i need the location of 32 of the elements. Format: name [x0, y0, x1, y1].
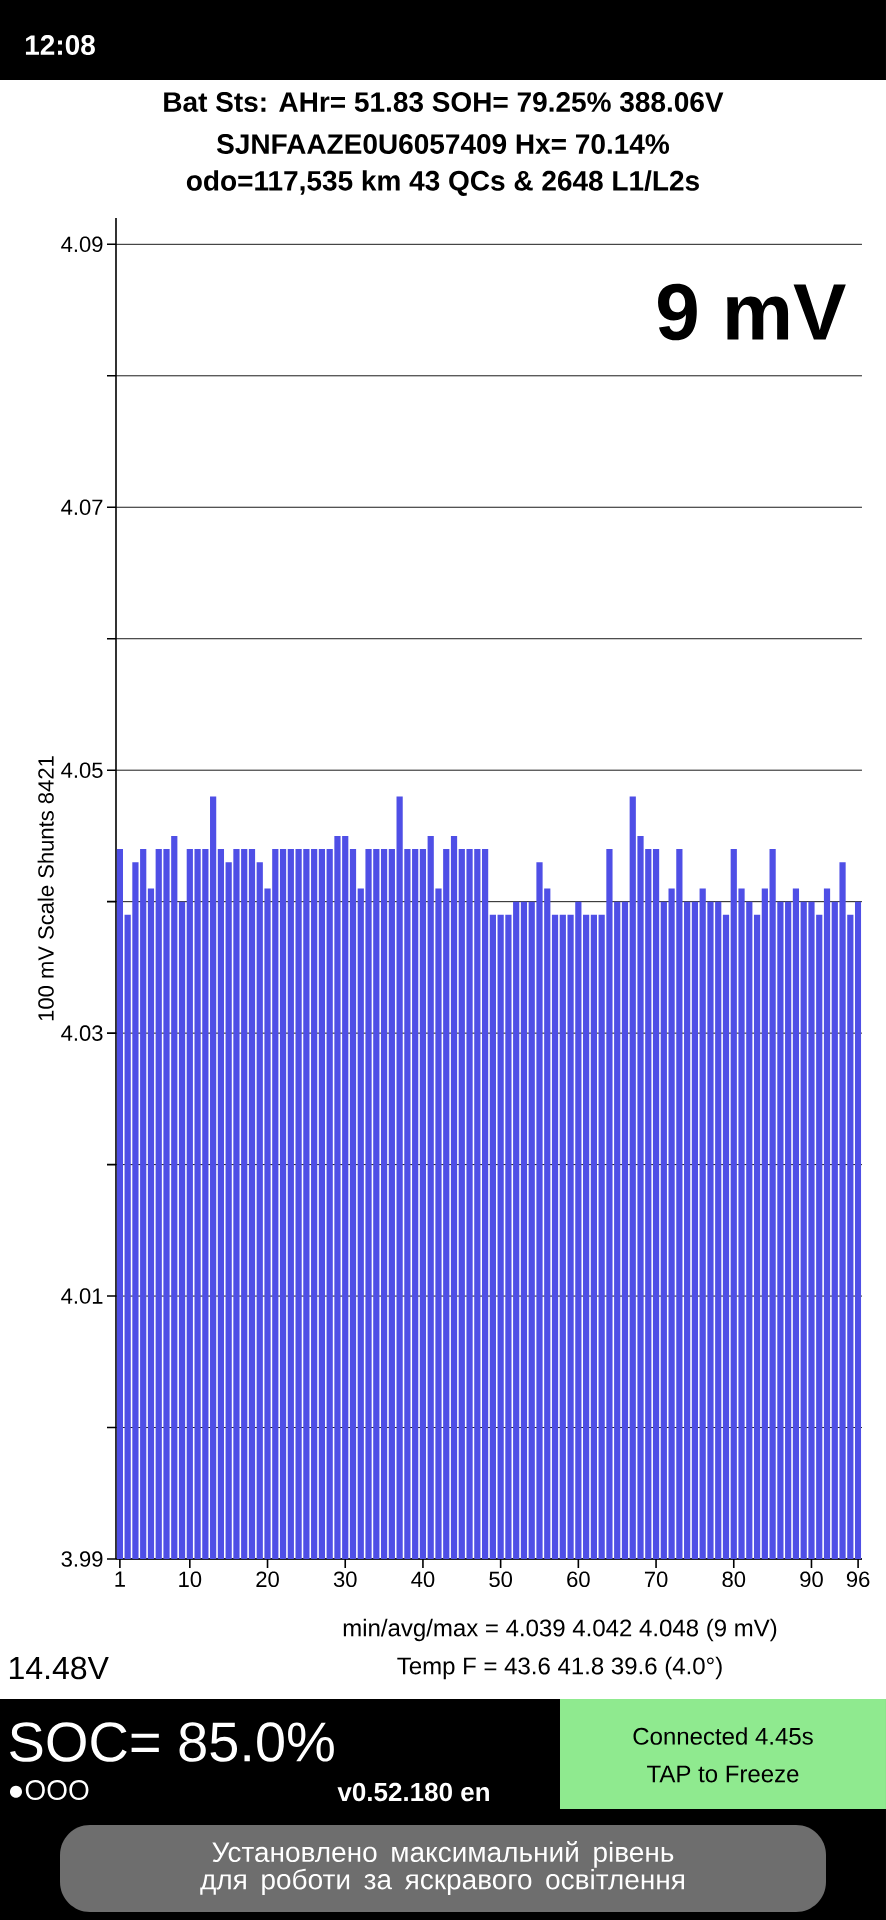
chart-subtitle: SJNFAAZE0U6057409 Hx= 70.14% [216, 134, 670, 154]
y-axis-title: 100 mV Scale Shunts 8421 [37, 756, 54, 1021]
text: Установлено максимальний рівень для роботи за яскравого освітлення [200, 1841, 684, 1895]
text: 12:08 [25, 35, 95, 55]
x-tick-label: 10 [179, 1571, 202, 1588]
text: Temp F = 43.6 41.8 39.6 (4.0°) [397, 1656, 722, 1680]
x-tick-label: 30 [333, 1571, 357, 1588]
text: 14.48V [9, 1656, 109, 1680]
y-tick-label: 3.99 [61, 1551, 103, 1567]
text: v0.52.180 en [337, 1782, 489, 1802]
chart-title: Bat Sts: AHr= 51.83 SOH= 79.25% 388.06V [164, 92, 724, 112]
x-tick-label: 90 [800, 1571, 823, 1588]
text: min/avg/max = 4.039 4.042 4.048 (9 mV) [343, 1618, 777, 1642]
x-tick-label: 96 [846, 1571, 870, 1588]
x-tick-label: 80 [722, 1571, 746, 1588]
text: odo=117,535 km 43 QCs & 2648 L1/L2s [186, 170, 699, 196]
text: SOC= 85.0% [10, 1722, 334, 1762]
x-tick-label: 40 [411, 1571, 435, 1588]
text: ●OOO [9, 1780, 89, 1800]
x-tick-label: 50 [489, 1571, 513, 1588]
x-tick-label: 60 [567, 1571, 590, 1588]
x-tick-label: 70 [644, 1571, 668, 1588]
annotation: 9 mV [658, 283, 846, 341]
y-tick-label: 4.03 [61, 1025, 103, 1041]
y-tick-label: 4.07 [61, 499, 103, 516]
y-tick-label: 4.01 [61, 1288, 103, 1304]
y-tick-label: 4.05 [61, 762, 103, 778]
text: Connected 4.45s [633, 1727, 813, 1745]
x-tick-label: 1 [115, 1571, 125, 1587]
x-tick-label: 20 [256, 1571, 279, 1588]
y-tick-label: 4.09 [61, 236, 103, 253]
text: TAP to Freeze [647, 1765, 799, 1783]
